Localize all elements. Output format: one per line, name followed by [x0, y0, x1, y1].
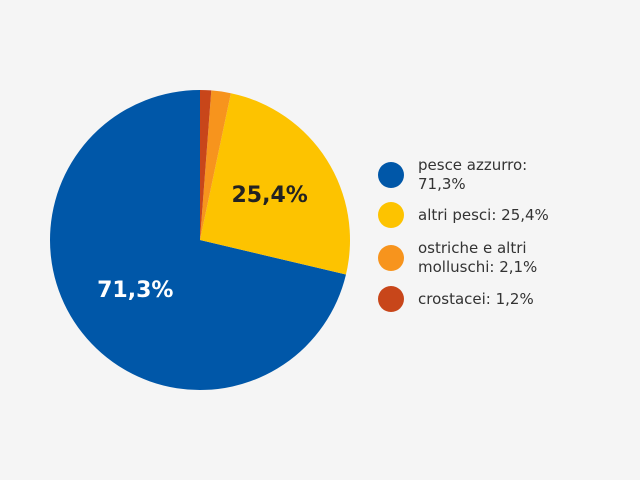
legend-swatch [378, 162, 404, 188]
slice-label: 25,4% [231, 183, 307, 208]
pie-slice [200, 93, 350, 275]
legend-swatch [378, 245, 404, 271]
legend-label: altri pesci: 25,4% [418, 205, 549, 224]
pie-slice [50, 90, 346, 390]
slice-label: 71,3% [97, 278, 173, 303]
legend-swatch [378, 202, 404, 228]
pie-slice [200, 90, 212, 240]
legend-label: pesce azzurro: 71,3% [418, 156, 528, 193]
pie-slice [200, 90, 231, 240]
legend-swatch [378, 286, 404, 312]
legend-label: ostriche e altri molluschi: 2,1% [418, 239, 538, 276]
legend-label: crostacei: 1,2% [418, 289, 534, 308]
